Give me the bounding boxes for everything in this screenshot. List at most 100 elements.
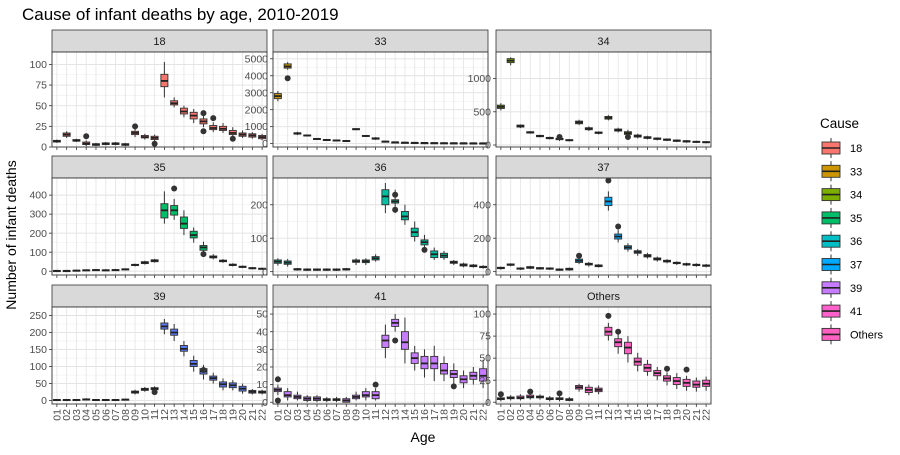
chart-title: Cause of infant deaths by age, 2010-2019 bbox=[22, 5, 339, 24]
x-tick-label: 10 bbox=[583, 409, 595, 421]
box-35-18 bbox=[219, 259, 227, 263]
box-35-13 bbox=[170, 185, 179, 220]
box-36-09 bbox=[352, 258, 361, 265]
legend-item-18: 18 bbox=[821, 138, 862, 158]
x-tick-label: 05 bbox=[534, 409, 546, 421]
box-37-15 bbox=[633, 249, 642, 256]
x-tick-label: 20 bbox=[237, 409, 249, 421]
x-tick-label: 06 bbox=[321, 409, 333, 421]
box-39-13 bbox=[170, 324, 179, 342]
box-others-19 bbox=[672, 373, 681, 390]
box-41-15 bbox=[410, 345, 419, 371]
y-tick-label: 10 bbox=[256, 379, 268, 391]
facet-panel-others: Others 0 25 50 75 100 010203040506070809101112… bbox=[473, 284, 713, 421]
outlier-point bbox=[615, 223, 622, 230]
box-36-10 bbox=[361, 258, 370, 265]
x-tick-label: 08 bbox=[120, 409, 132, 421]
x-tick-label: 09 bbox=[130, 409, 142, 421]
legend: Cause 18 33 34 35 36 37 39 41 Others bbox=[820, 116, 884, 345]
legend-item-34: 34 bbox=[821, 184, 862, 205]
outlier-point bbox=[624, 134, 631, 141]
box-35-03 bbox=[72, 269, 81, 272]
outlier-point bbox=[392, 206, 399, 213]
box-18-18 bbox=[219, 123, 227, 133]
box-39-12 bbox=[160, 318, 169, 335]
x-tick-label: 21 bbox=[247, 409, 259, 421]
facet-panel-37: 37 0 200 400 bbox=[473, 155, 712, 278]
x-tick-label: 02 bbox=[61, 409, 73, 421]
box-18-14 bbox=[179, 105, 188, 118]
y-axis-title: Number of infant deaths bbox=[3, 160, 19, 309]
box-41-09 bbox=[352, 391, 361, 401]
x-tick-label: 04 bbox=[81, 409, 93, 421]
panel-background bbox=[496, 52, 711, 147]
legend-item-35: 35 bbox=[821, 207, 862, 228]
box-34-17 bbox=[653, 137, 662, 141]
box-36-04 bbox=[303, 268, 312, 271]
panel-border bbox=[272, 177, 489, 276]
facet-panel-18: 18 0 25 50 75 100 bbox=[29, 29, 268, 154]
panel-border bbox=[51, 177, 268, 276]
legend-item-37: 37 bbox=[821, 254, 862, 275]
x-tick-label: 05 bbox=[311, 409, 323, 421]
outlier-point bbox=[200, 110, 207, 117]
box-18-17 bbox=[209, 115, 218, 133]
y-tick-label: 75 bbox=[479, 331, 491, 343]
box-others-12 bbox=[604, 312, 613, 341]
x-tick-label: 14 bbox=[622, 409, 634, 421]
box-37-09 bbox=[575, 252, 584, 265]
legend-label: 35 bbox=[850, 213, 862, 225]
box-39-18 bbox=[219, 378, 227, 391]
box-others-04 bbox=[526, 388, 535, 400]
box-others-07 bbox=[555, 390, 564, 402]
facet-panel-36: 36 0 100 200 bbox=[250, 155, 489, 278]
x-tick-label: 12 bbox=[380, 409, 392, 421]
outlier-point bbox=[229, 135, 236, 142]
box-41-06 bbox=[322, 396, 331, 403]
y-tick-label: 0 bbox=[262, 138, 268, 150]
legend-label: 34 bbox=[850, 190, 862, 202]
legend-label: 33 bbox=[850, 166, 862, 178]
box-others-06 bbox=[545, 396, 554, 402]
box-39-20 bbox=[238, 383, 247, 394]
box-41-04 bbox=[303, 395, 312, 403]
box-39-07 bbox=[111, 399, 120, 402]
outlier-point bbox=[200, 366, 207, 373]
box-37-14 bbox=[623, 243, 632, 252]
box-18-15 bbox=[189, 109, 198, 124]
box-37-10 bbox=[584, 261, 593, 267]
box-others-10 bbox=[584, 384, 593, 396]
y-tick-label: 40 bbox=[256, 326, 268, 338]
box-33-20 bbox=[459, 142, 468, 145]
box-37-03 bbox=[516, 267, 525, 270]
legend-label: Others bbox=[850, 329, 884, 341]
box-18-06 bbox=[101, 142, 110, 146]
y-tick-label: 0 bbox=[485, 140, 491, 152]
panel-background bbox=[273, 307, 488, 404]
x-tick-label: 14 bbox=[178, 409, 190, 421]
x-tick-label: 06 bbox=[544, 409, 556, 421]
box-37-16 bbox=[643, 252, 652, 259]
x-tick-label: 22 bbox=[478, 409, 490, 421]
box-39-09 bbox=[131, 389, 140, 395]
box-37-12 bbox=[604, 177, 613, 211]
x-tick-label: 04 bbox=[302, 409, 314, 421]
box-41-08 bbox=[342, 396, 351, 403]
outlier-point bbox=[83, 133, 90, 140]
x-tick-label: 03 bbox=[71, 409, 83, 421]
y-tick-label: 30 bbox=[256, 344, 268, 356]
strip-label: Others bbox=[587, 291, 621, 303]
panel-background bbox=[496, 178, 711, 275]
box-34-04 bbox=[526, 131, 535, 134]
legend-item-41: 41 bbox=[821, 301, 862, 322]
outlier-point bbox=[605, 312, 612, 319]
box-35-04 bbox=[82, 269, 91, 272]
box-body bbox=[400, 331, 409, 350]
outlier-point bbox=[274, 397, 281, 404]
box-33-09 bbox=[352, 128, 361, 131]
x-tick-label: 16 bbox=[642, 409, 654, 421]
x-tick-label: 12 bbox=[159, 409, 171, 421]
box-36-12 bbox=[381, 183, 390, 214]
